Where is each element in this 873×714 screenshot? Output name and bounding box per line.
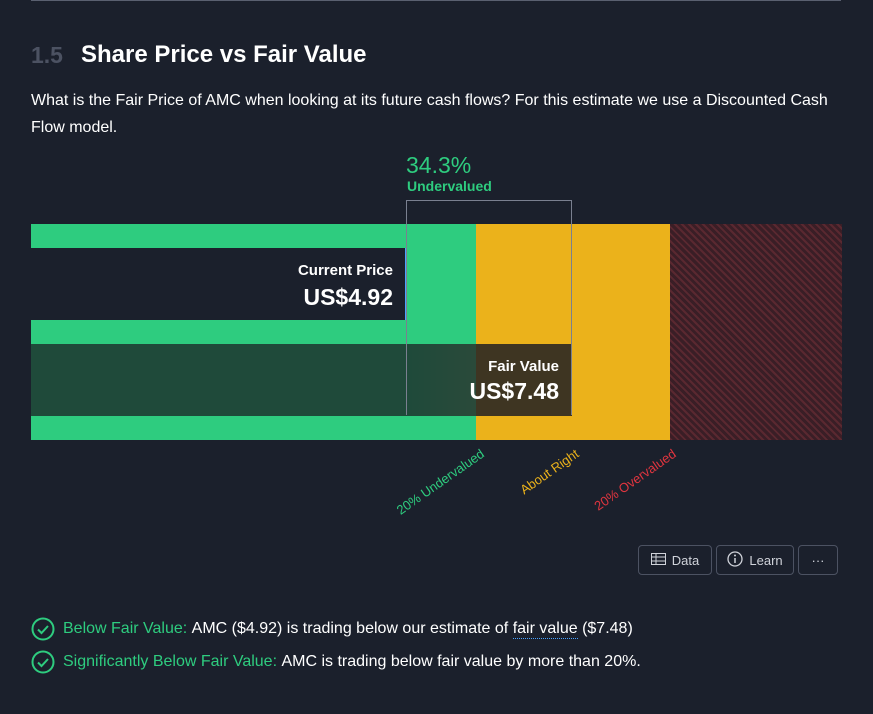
fair-value-label: Fair Value (488, 358, 559, 375)
table-icon (650, 552, 666, 568)
learn-button[interactable]: Learn (716, 545, 794, 575)
undervalued-label: Undervalued (407, 178, 492, 194)
top-divider (31, 0, 841, 1)
overvalued-zone (670, 224, 842, 440)
check-text: AMC is trading below fair value by more … (281, 653, 641, 670)
check-text: AMC ($4.92) is trading below our estimat… (191, 620, 509, 637)
ellipsis-icon: ··· (811, 552, 825, 568)
current-price-value: US$4.92 (303, 284, 393, 310)
check-title: Significantly Below Fair Value: (63, 653, 278, 670)
learn-button-label: Learn (749, 552, 783, 568)
section-number: 1.5 (31, 42, 63, 68)
info-icon (727, 550, 744, 570)
undervalued-percent: 34.3% (406, 152, 472, 178)
zone-label-about-right: About Right (517, 446, 582, 498)
section-description: What is the Fair Price of AMC when looki… (31, 92, 828, 136)
check-title: Below Fair Value: (63, 620, 188, 637)
check-item-below-fair-value: Below Fair Value: AMC ($4.92) is trading… (31, 617, 633, 641)
fair-value-value: US$7.48 (469, 378, 559, 404)
zone-label-overvalued: 20% Overvalued (591, 446, 679, 514)
zone-label-undervalued: 20% Undervalued (393, 446, 487, 518)
section-title: Share Price vs Fair Value (81, 41, 367, 68)
valuation-gap-bracket (406, 200, 572, 415)
data-button-label: Data (671, 552, 700, 568)
check-text-after: ($7.48) (582, 620, 633, 637)
current-price-label: Current Price (297, 262, 393, 279)
data-button[interactable]: Data (638, 545, 712, 575)
check-circle-icon (31, 650, 55, 674)
fair-value-bar-end (476, 344, 572, 416)
current-price-bar (31, 248, 406, 320)
check-circle-icon (31, 617, 55, 641)
fair-value-link[interactable]: fair value (512, 619, 578, 639)
more-options-button[interactable]: ··· (798, 545, 838, 575)
check-item-significantly-below: Significantly Below Fair Value: AMC is t… (31, 650, 641, 674)
